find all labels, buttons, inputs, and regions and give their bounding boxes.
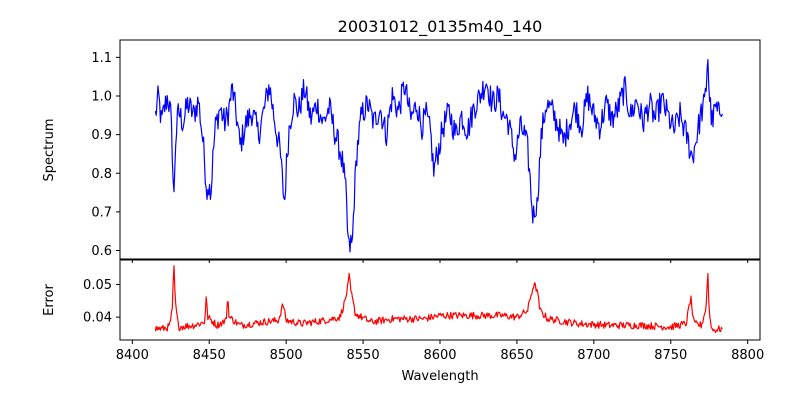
x-tick-label: 8650: [500, 348, 533, 363]
y-tick-label: 0.04: [83, 311, 112, 326]
spectrum-y-axis: 0.6 0.7 0.8 0.9 1.0 1.1: [91, 51, 120, 259]
error-panel-line: [154, 265, 723, 334]
x-tick-label: 8500: [270, 348, 303, 363]
error-panel: 0.04 0.05 8400 8450 8500 8550 8600 8650 8700 875…: [42, 259, 764, 384]
spectrum-panel: 0.6 0.7 0.8 0.9 1.0 1.1 Spectrum: [42, 39, 761, 263]
error-series: [154, 265, 723, 334]
y-tick-label: 1.0: [91, 90, 112, 105]
x-tick-label: 8700: [577, 348, 610, 363]
x-tick-label: 8400: [116, 348, 149, 363]
x-tick-label: 8800: [731, 348, 764, 363]
error-y-axis-label: Error: [42, 284, 57, 316]
x-tick-label: 8750: [654, 348, 687, 363]
y-tick-label: 0.8: [91, 167, 112, 182]
y-tick-label: 0.7: [91, 205, 112, 220]
y-tick-label: 0.6: [91, 244, 112, 259]
spectrum-series: [154, 59, 723, 253]
x-tick-label: 8600: [423, 348, 456, 363]
error-x-axis: 8400 8450 8500 8550 8600 8650 8700 8750 8800: [116, 340, 764, 363]
error-plot-frame: [119, 259, 761, 341]
error-y-axis: 0.04 0.05: [83, 278, 120, 326]
x-axis-label: Wavelength: [401, 369, 478, 384]
x-tick-label: 8450: [193, 348, 226, 363]
spectrum-y-axis-label: Spectrum: [42, 119, 57, 182]
x-tick-label: 8550: [347, 348, 380, 363]
spectrum-panel-line: [154, 59, 723, 253]
y-tick-label: 1.1: [91, 51, 112, 66]
chart-title: 20031012_0135m40_140: [338, 17, 543, 37]
spectrum-plot-frame: [119, 39, 761, 260]
y-tick-label: 0.9: [91, 128, 112, 143]
y-tick-label: 0.05: [83, 278, 112, 293]
